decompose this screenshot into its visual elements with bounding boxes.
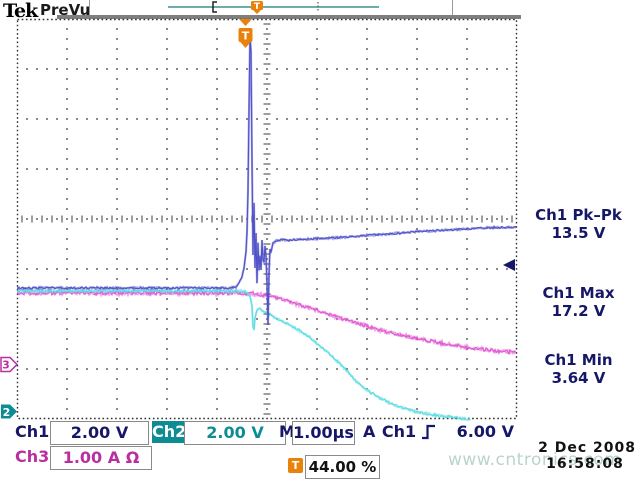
trace-group [17,36,517,421]
trigger-down-arrow-icon [239,19,252,26]
trigger-t-badge: T [288,458,303,473]
graticule-dots [26,28,508,410]
measurement-label: Ch1 Max [542,284,615,302]
topbar-divider [89,0,90,15]
ch3-position-marker: 3 [0,356,19,373]
ch2-scale-readout: 2.00 V [184,421,286,445]
ch3-marker-label: 3 [2,359,10,372]
trigger-flag-shape [251,1,263,10]
trigger-t-flag [238,28,253,42]
time-text: 16:58:08 [546,456,624,472]
ch2-marker-arrow [1,404,17,419]
measurement-value: 17.2 V [551,302,606,320]
trigger-flag-point [253,10,261,14]
ch3-marker-arrow [0,356,19,373]
trigger-type-label: A [363,422,376,441]
trace-ch1 [17,36,517,326]
display-top-edge [57,15,521,19]
rising-edge-icon [422,424,435,440]
watermark-text: www.cntronics.com [448,450,622,470]
trigger-position-readout: 44.00 % [305,455,380,479]
record-view-bar [168,1,379,13]
measurement-max: Ch1 Max 17.2 V [518,284,639,320]
trigger-t-letter: T [242,30,250,43]
timebase-readout: 1.00µs [292,421,355,445]
tek-logo: Tek [3,0,38,22]
acquisition-status: PreVu [40,1,91,19]
trigger-level-readout: 6.00 V [456,422,514,441]
trigger-level-arrow-icon [503,259,515,271]
topbar-divider [452,0,453,15]
trigger-t-flag-point [239,41,252,48]
measurement-label: Ch1 Min [544,351,613,369]
ch1-scale-readout: 2.00 V [50,421,149,445]
timebase-label: M [279,422,295,441]
measurement-label: Ch1 Pk–Pk [535,206,622,224]
date-text: 2 Dec 2008 [538,440,636,456]
window-bracket-left [212,1,217,13]
ch3-label: Ch3 [15,447,50,466]
datetime-readout: 2 Dec 2008 16:58:08 [534,440,636,472]
trace-ch2 [17,288,471,421]
ch2-marker-label: 2 [3,406,11,419]
measurement-value: 13.5 V [551,224,606,242]
measurement-value: 3.64 V [551,369,606,387]
trace-ch2 [17,286,471,421]
left-arrow-icon [503,259,515,271]
ch3-scale-readout: 1.00 A Ω [50,446,152,470]
ch1-label: Ch1 [15,422,50,441]
trigger-position-icon: T [251,1,263,14]
graticule-border [16,18,518,420]
trigger-source-readout: Ch1 [381,422,417,441]
measurement-pkpk: Ch1 Pk–Pk 13.5 V [518,206,639,242]
measurement-min: Ch1 Min 3.64 V [518,351,639,387]
trigger-flag-letter: T [254,2,261,12]
ch2-position-marker: 2 [1,404,17,419]
ch2-label-badge: Ch2 [152,421,187,443]
trigger-point-marker: T [238,19,253,48]
